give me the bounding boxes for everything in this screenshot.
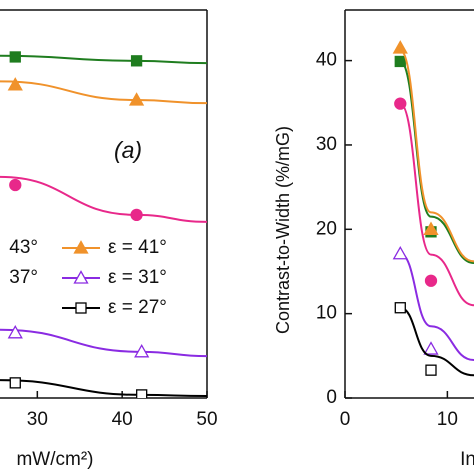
marker	[9, 178, 22, 192]
y-tick-label: 10	[316, 303, 337, 324]
marker	[394, 55, 406, 68]
x-tick-label: 50	[196, 409, 217, 430]
x-tick-label: 30	[27, 409, 48, 430]
marker	[7, 77, 23, 91]
marker	[73, 240, 89, 254]
marker	[75, 302, 87, 314]
fit-curve	[399, 49, 474, 263]
fit-curve	[399, 306, 474, 377]
fit-curve	[0, 379, 207, 398]
y-tick-label: 0	[326, 387, 337, 408]
fit-curve	[0, 328, 207, 358]
legend-label: 37°	[9, 267, 38, 288]
marker	[7, 324, 23, 339]
marker	[136, 389, 148, 398]
fit-curve	[399, 102, 474, 307]
legend-label: ε = 41°	[108, 237, 167, 258]
x-axis-label: In	[460, 449, 474, 470]
marker	[423, 221, 439, 235]
marker	[423, 341, 439, 355]
legend-label: 43°	[9, 237, 38, 258]
marker	[9, 51, 21, 63]
x-tick-label: 40	[112, 409, 133, 430]
fit-curve	[0, 175, 207, 223]
x-tick-label: 10	[437, 409, 458, 430]
marker	[128, 92, 145, 106]
y-tick-label: 40	[316, 50, 337, 71]
marker	[425, 364, 437, 376]
marker	[424, 274, 438, 287]
x-axis-label: mW/cm²)	[16, 449, 93, 470]
marker	[392, 40, 408, 54]
fit-curve	[0, 54, 207, 65]
panel-label: (a)	[114, 137, 142, 163]
x-tick-label: 0	[340, 409, 351, 430]
y-tick-label: 30	[316, 134, 337, 155]
marker	[394, 97, 407, 110]
marker	[73, 270, 89, 284]
legend-label: ε = 27°	[108, 297, 167, 318]
marker	[392, 245, 408, 260]
marker	[130, 55, 143, 67]
legend-label: ε = 31°	[108, 267, 167, 288]
marker	[394, 302, 406, 314]
marker	[9, 377, 21, 389]
marker	[130, 208, 143, 222]
marker	[134, 344, 150, 358]
fit-curve	[0, 80, 207, 105]
fit-curve	[399, 60, 474, 265]
fit-curve	[399, 252, 474, 362]
y-tick-label: 20	[316, 218, 337, 239]
y-axis-label: Contrast-to-Width (%/mG)	[273, 126, 293, 334]
